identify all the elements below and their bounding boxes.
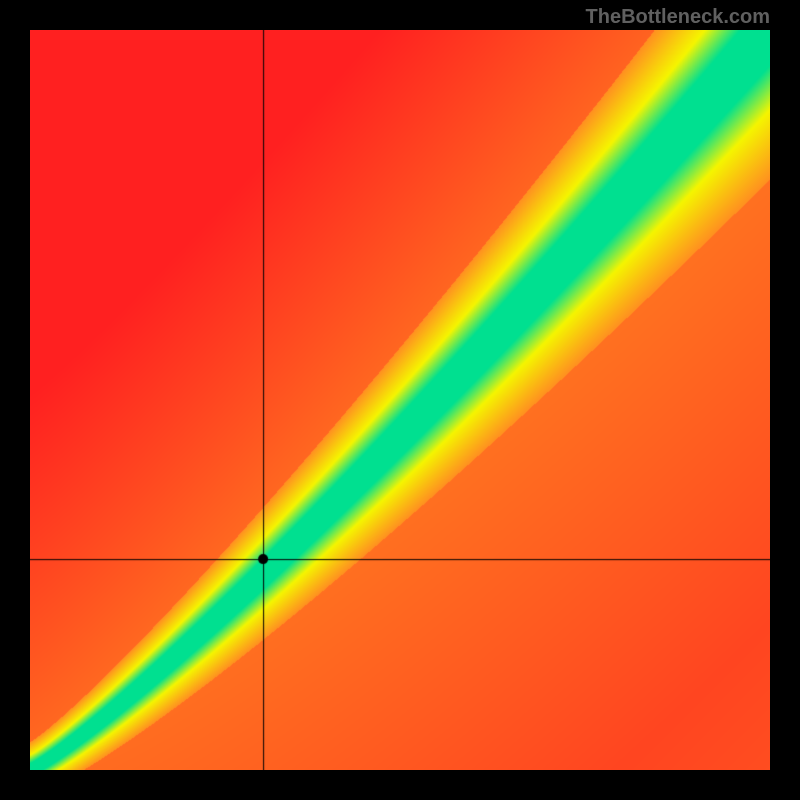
heatmap-canvas xyxy=(30,30,770,770)
watermark-text: TheBottleneck.com xyxy=(586,6,770,29)
bottleneck-heatmap-chart xyxy=(30,30,770,770)
